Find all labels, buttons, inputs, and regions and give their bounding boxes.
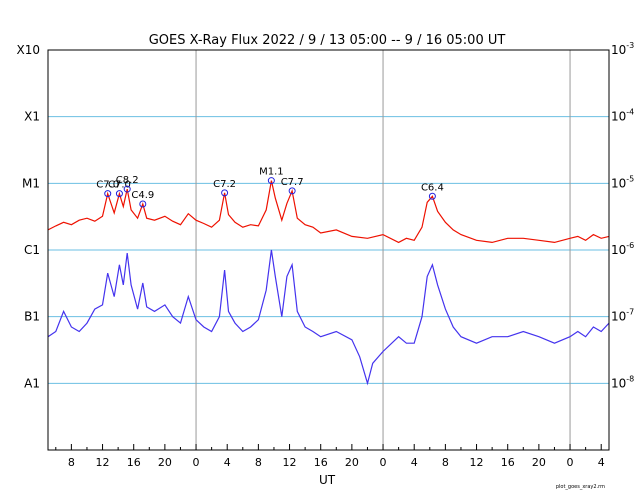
- y-right-label-exponent: -3: [626, 41, 634, 50]
- x-tick-label: 20: [532, 456, 546, 469]
- flare-label: C6.4: [421, 182, 444, 193]
- flare-label: C7.0: [96, 180, 119, 191]
- x-tick-label: 4: [411, 456, 418, 469]
- flare-annotation-layer: C7.0C7.0C8.2 C4.9 C7.2 M1.1C7.7 C6.4: [96, 167, 444, 208]
- flare-marker: [115, 190, 123, 198]
- x-tick-label: 4: [598, 456, 605, 469]
- x-tick-label: 0: [567, 456, 574, 469]
- y-left-label: B1: [24, 310, 40, 324]
- x-tick-label: 0: [380, 456, 387, 469]
- y-left-label: X1: [24, 110, 40, 124]
- y-right-label-exponent: -8: [626, 374, 634, 383]
- flare-marker: [104, 190, 112, 198]
- x-tick-label: 8: [442, 456, 449, 469]
- x-tick-label: 16: [314, 456, 328, 469]
- y-left-label: C1: [24, 243, 40, 257]
- flare-marker: [123, 185, 131, 193]
- x-tick-label: 12: [470, 456, 484, 469]
- flare-label: C7.0: [108, 180, 131, 191]
- flare-label: M1.1: [259, 167, 284, 178]
- y-left-label: M1: [22, 176, 40, 190]
- x-tick-label: 20: [158, 456, 172, 469]
- flare-label: C8.2: [116, 175, 139, 186]
- chart-title: GOES X-Ray Flux 2022 / 9 / 13 05:00 -- 9…: [149, 33, 506, 48]
- y-left-label: X10: [17, 43, 41, 57]
- y-right-label-exponent: -6: [626, 241, 634, 250]
- series-long-line: [47, 180, 610, 244]
- x-tick-label: 0: [193, 456, 200, 469]
- series-layer: [47, 180, 610, 386]
- day-boundary-layer: [195, 50, 571, 450]
- flare-marker: [428, 192, 436, 200]
- x-tick-label: 12: [96, 456, 110, 469]
- flare-label: C4.9: [131, 190, 154, 201]
- flare-label: C7.7: [281, 177, 304, 188]
- y-right-label-exponent: -4: [626, 108, 634, 117]
- series-short-line: [47, 249, 610, 386]
- x-tick-label: 16: [501, 456, 515, 469]
- x-tick-label: 8: [68, 456, 75, 469]
- grid-layer: [48, 116, 609, 384]
- flare-marker: [221, 189, 229, 197]
- y-right-label-exponent: -5: [626, 174, 634, 183]
- footer-credit: plot_goes_xray2.rm: [556, 484, 605, 490]
- flare-marker: [139, 200, 147, 208]
- x-tick-label: 12: [283, 456, 297, 469]
- x-tick-label: 16: [127, 456, 141, 469]
- plot-frame: [47, 49, 610, 451]
- y-left-label: A1: [24, 376, 40, 390]
- x-tick-label: 4: [224, 456, 231, 469]
- x-tick-label: 20: [345, 456, 359, 469]
- flare-label: C7.2: [213, 179, 236, 190]
- x-axis-title: UT: [319, 473, 336, 487]
- y-right-label-exponent: -7: [626, 308, 634, 317]
- flare-marker: [288, 187, 296, 195]
- flare-marker: [267, 177, 275, 185]
- x-tick-label: 8: [255, 456, 262, 469]
